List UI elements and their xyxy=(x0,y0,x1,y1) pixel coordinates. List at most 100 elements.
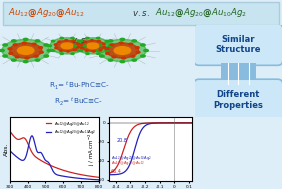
Circle shape xyxy=(10,43,42,58)
Circle shape xyxy=(98,40,100,42)
Circle shape xyxy=(23,42,26,44)
Circle shape xyxy=(35,59,40,61)
Circle shape xyxy=(3,55,7,57)
Circle shape xyxy=(120,38,125,40)
Circle shape xyxy=(60,50,62,51)
Polygon shape xyxy=(202,86,275,101)
Au$_{12}$@Ag$_{20}$@Au$_{10}$Ag$_2$ xyxy=(97,179,100,181)
Au$_{12}$@Ag$_{20}$@Au$_{12}$ xyxy=(97,176,100,178)
Au$_{12}$@Ag$_{20}$@Au$_{12}$ xyxy=(61,169,64,171)
Au$_{12}$@Ag$_{20}$@Au$_{10}$Ag$_2$ xyxy=(31,136,35,138)
Circle shape xyxy=(44,44,49,46)
Y-axis label: j / mA cm$^{-2}$: j / mA cm$^{-2}$ xyxy=(86,132,96,166)
Circle shape xyxy=(47,50,52,52)
Au$_{12}$@Ag$_{20}$@Au$_{10}$Ag$_2$ xyxy=(30,135,34,137)
Circle shape xyxy=(77,43,80,44)
Circle shape xyxy=(81,40,105,51)
Circle shape xyxy=(73,50,76,51)
Y-axis label: Abs.: Abs. xyxy=(3,143,8,156)
Circle shape xyxy=(0,50,4,52)
Au$_{12}$@Ag$_{20}$@Au$_{10}$Ag$_2$ xyxy=(24,156,27,159)
Circle shape xyxy=(87,43,99,49)
Circle shape xyxy=(100,44,104,46)
Circle shape xyxy=(103,46,106,48)
Circle shape xyxy=(77,46,80,48)
Text: $\mathit{v.s.}$: $\mathit{v.s.}$ xyxy=(132,9,150,18)
Text: 66.4: 66.4 xyxy=(111,169,122,174)
Circle shape xyxy=(132,59,136,61)
Circle shape xyxy=(91,40,93,41)
Circle shape xyxy=(39,51,43,53)
Circle shape xyxy=(55,40,79,51)
Circle shape xyxy=(109,45,112,47)
Circle shape xyxy=(13,44,17,46)
Circle shape xyxy=(85,50,88,51)
Circle shape xyxy=(65,40,68,41)
Circle shape xyxy=(39,47,42,49)
Text: R$_2$= $^t$BuC≡C-: R$_2$= $^t$BuC≡C- xyxy=(54,96,103,108)
Au$_{12}$@Ag$_{20}$@Au$_{10}$Ag$_2$ xyxy=(8,149,12,152)
Circle shape xyxy=(51,40,55,42)
Text: $\mathit{v.s.}$: $\mathit{v.s.}$ xyxy=(71,36,89,45)
Circle shape xyxy=(67,51,69,52)
FancyBboxPatch shape xyxy=(3,2,279,25)
FancyBboxPatch shape xyxy=(221,63,256,87)
Circle shape xyxy=(105,50,109,51)
Text: Au$_{12}$@Ag$_{20}$@Au$_{10}$Ag$_2$: Au$_{12}$@Ag$_{20}$@Au$_{10}$Ag$_2$ xyxy=(111,154,153,162)
Circle shape xyxy=(112,56,116,58)
Circle shape xyxy=(72,40,75,42)
Circle shape xyxy=(114,47,131,54)
Circle shape xyxy=(120,60,125,63)
Circle shape xyxy=(17,47,34,54)
Circle shape xyxy=(141,44,145,46)
Text: Similar
Structure: Similar Structure xyxy=(215,35,261,54)
Circle shape xyxy=(23,60,28,63)
Circle shape xyxy=(77,50,80,51)
Circle shape xyxy=(48,45,51,47)
Au$_{12}$@Ag$_{20}$@Au$_{10}$Ag$_2$ xyxy=(68,176,71,178)
Circle shape xyxy=(34,55,38,57)
Circle shape xyxy=(106,53,109,54)
Circle shape xyxy=(80,44,83,45)
Circle shape xyxy=(80,40,83,42)
Circle shape xyxy=(60,53,63,54)
Text: R$_1$= $^t$Bu-PhC≡C-: R$_1$= $^t$Bu-PhC≡C- xyxy=(49,80,109,92)
Text: 20.8: 20.8 xyxy=(116,138,127,143)
Circle shape xyxy=(144,50,148,52)
Circle shape xyxy=(80,50,83,51)
Circle shape xyxy=(100,55,104,57)
Circle shape xyxy=(25,57,29,59)
Circle shape xyxy=(108,40,113,42)
Circle shape xyxy=(55,47,58,49)
Au$_{12}$@Ag$_{20}$@Au$_{12}$ xyxy=(8,130,12,132)
Circle shape xyxy=(80,47,83,49)
Circle shape xyxy=(136,51,140,53)
Circle shape xyxy=(51,50,55,51)
Circle shape xyxy=(74,45,77,47)
Au$_{12}$@Ag$_{20}$@Au$_{10}$Ag$_2$ xyxy=(61,175,64,177)
Circle shape xyxy=(105,48,109,50)
Circle shape xyxy=(99,50,102,51)
Circle shape xyxy=(60,37,63,39)
Au$_{12}$@Ag$_{20}$@Au$_{10}$Ag$_2$ xyxy=(75,177,79,179)
Circle shape xyxy=(110,44,114,46)
Circle shape xyxy=(3,44,7,46)
Circle shape xyxy=(75,38,110,54)
Circle shape xyxy=(92,51,95,52)
Circle shape xyxy=(96,53,100,54)
Circle shape xyxy=(61,43,73,49)
Au$_{12}$@Ag$_{20}$@Au$_{12}$ xyxy=(31,153,34,155)
Text: $\mathbf{\mathit{Au_{12}}}$$\mathbf{@}$$\mathbf{\mathit{Ag_{20}}}$$\mathbf{@}$$\: $\mathbf{\mathit{Au_{12}}}$$\mathbf{@}$$… xyxy=(155,7,247,19)
Circle shape xyxy=(122,57,125,59)
Circle shape xyxy=(54,44,57,45)
Legend: Au$_{12}$@Ag$_{20}$@Au$_{12}$, Au$_{12}$@Ag$_{20}$@Au$_{10}$Ag$_2$: Au$_{12}$@Ag$_{20}$@Au$_{12}$, Au$_{12}$… xyxy=(46,119,97,136)
Text: $\mathbf{\mathit{Au_{12}}}$$\mathbf{@}$$\mathbf{\mathit{Ag_{20}}}$$\mathbf{@}$$\: $\mathbf{\mathit{Au_{12}}}$$\mathbf{@}$$… xyxy=(8,7,85,19)
Au$_{12}$@Ag$_{20}$@Au$_{10}$Ag$_2$ xyxy=(49,164,52,166)
FancyBboxPatch shape xyxy=(194,24,282,65)
Circle shape xyxy=(2,39,49,62)
Circle shape xyxy=(58,41,61,42)
Au$_{12}$@Ag$_{20}$@Au$_{12}$ xyxy=(67,171,71,173)
Circle shape xyxy=(108,59,113,61)
Circle shape xyxy=(106,43,138,58)
Circle shape xyxy=(44,55,49,57)
